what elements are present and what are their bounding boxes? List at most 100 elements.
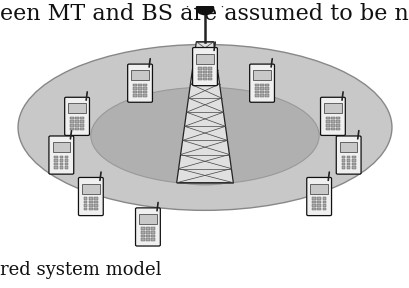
FancyBboxPatch shape: [135, 208, 160, 246]
Bar: [325, 128, 329, 130]
Bar: [143, 94, 147, 97]
Bar: [133, 84, 136, 86]
Polygon shape: [176, 42, 233, 183]
Bar: [196, 54, 213, 64]
Bar: [139, 214, 156, 224]
Bar: [330, 120, 334, 123]
Bar: [141, 238, 144, 241]
Bar: [265, 87, 268, 90]
Bar: [260, 84, 263, 86]
Bar: [317, 197, 320, 200]
FancyBboxPatch shape: [78, 177, 103, 216]
Bar: [330, 117, 334, 120]
Bar: [131, 70, 148, 80]
Bar: [138, 91, 142, 93]
Bar: [198, 74, 201, 77]
Bar: [325, 117, 329, 120]
Bar: [208, 67, 211, 70]
Bar: [198, 78, 201, 80]
Bar: [68, 103, 85, 113]
FancyBboxPatch shape: [306, 177, 331, 216]
Bar: [324, 103, 341, 113]
Bar: [254, 91, 258, 93]
Bar: [265, 91, 268, 93]
Bar: [341, 156, 344, 158]
Bar: [83, 201, 87, 203]
Bar: [335, 124, 339, 127]
Bar: [70, 120, 74, 123]
Bar: [138, 87, 142, 90]
Bar: [54, 156, 58, 158]
FancyBboxPatch shape: [249, 64, 274, 102]
Bar: [70, 128, 74, 130]
Bar: [65, 159, 68, 162]
Bar: [151, 235, 155, 237]
Bar: [322, 197, 326, 200]
Bar: [265, 84, 268, 86]
Bar: [143, 87, 147, 90]
Bar: [346, 163, 350, 165]
Bar: [75, 117, 79, 120]
Bar: [54, 163, 58, 165]
Bar: [253, 70, 270, 80]
Bar: [317, 201, 320, 203]
Bar: [322, 208, 326, 210]
Bar: [254, 94, 258, 97]
FancyBboxPatch shape: [65, 97, 89, 135]
Bar: [146, 238, 149, 241]
Bar: [146, 231, 149, 234]
Bar: [54, 159, 58, 162]
Bar: [335, 117, 339, 120]
Bar: [208, 71, 211, 73]
Bar: [80, 120, 84, 123]
Bar: [70, 124, 74, 127]
Bar: [203, 78, 206, 80]
Bar: [311, 208, 315, 210]
Bar: [89, 197, 92, 200]
Bar: [146, 235, 149, 237]
Bar: [141, 235, 144, 237]
Bar: [70, 117, 74, 120]
Bar: [330, 124, 334, 127]
Bar: [75, 120, 79, 123]
Bar: [351, 156, 355, 158]
Bar: [322, 204, 326, 207]
Bar: [59, 159, 63, 162]
Bar: [89, 204, 92, 207]
Circle shape: [196, 2, 213, 15]
Bar: [89, 208, 92, 210]
Bar: [203, 74, 206, 77]
Bar: [311, 201, 315, 203]
Bar: [80, 117, 84, 120]
Bar: [65, 163, 68, 165]
FancyBboxPatch shape: [127, 64, 152, 102]
Bar: [335, 120, 339, 123]
Bar: [83, 208, 87, 210]
Text: een MT and BS are assumed to be ne: een MT and BS are assumed to be ne: [0, 3, 409, 25]
Bar: [311, 204, 315, 207]
Bar: [133, 87, 136, 90]
Bar: [138, 84, 142, 86]
Ellipse shape: [91, 87, 318, 184]
Bar: [317, 204, 320, 207]
Bar: [133, 94, 136, 97]
Bar: [351, 159, 355, 162]
Bar: [59, 156, 63, 158]
Bar: [198, 67, 201, 70]
Bar: [75, 124, 79, 127]
Bar: [325, 120, 329, 123]
Bar: [146, 228, 149, 230]
Bar: [94, 208, 98, 210]
Bar: [330, 128, 334, 130]
Bar: [52, 142, 70, 152]
Bar: [260, 94, 263, 97]
Bar: [208, 74, 211, 77]
Bar: [260, 91, 263, 93]
Bar: [54, 166, 58, 169]
Bar: [346, 166, 350, 169]
FancyBboxPatch shape: [49, 136, 74, 174]
Bar: [94, 201, 98, 203]
Bar: [133, 91, 136, 93]
Bar: [339, 142, 357, 152]
Bar: [198, 71, 201, 73]
